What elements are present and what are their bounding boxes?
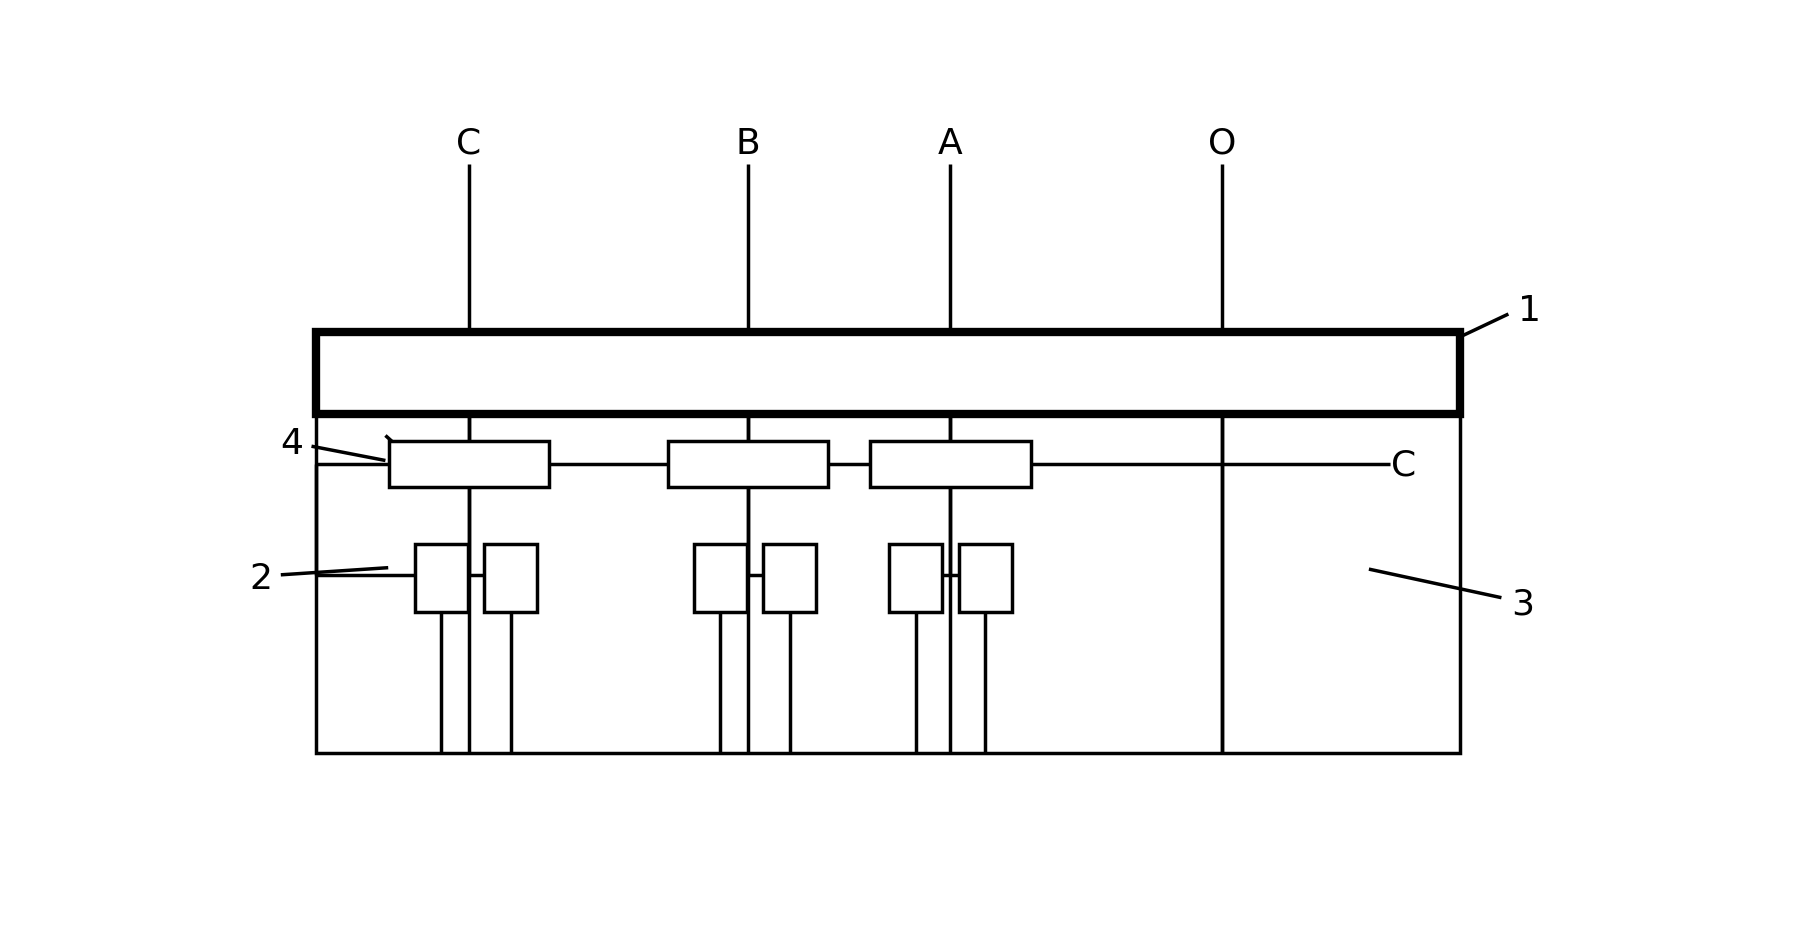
Bar: [693, 545, 747, 613]
Bar: [763, 545, 817, 613]
Text: C: C: [457, 126, 482, 160]
Bar: [315, 333, 1460, 414]
Bar: [414, 545, 468, 613]
Text: 2: 2: [250, 562, 274, 596]
Text: 3: 3: [1510, 587, 1534, 621]
Text: 4: 4: [281, 426, 304, 460]
Bar: [889, 545, 941, 613]
Bar: [389, 441, 549, 488]
Text: B: B: [736, 126, 760, 160]
Bar: [959, 545, 1012, 613]
Text: O: O: [1208, 126, 1237, 160]
Text: 1: 1: [1517, 294, 1541, 328]
Bar: [668, 441, 828, 488]
Bar: [869, 441, 1031, 488]
Bar: [484, 545, 538, 613]
Text: C: C: [1391, 448, 1417, 481]
Bar: [315, 333, 1460, 754]
Text: A: A: [938, 126, 963, 160]
